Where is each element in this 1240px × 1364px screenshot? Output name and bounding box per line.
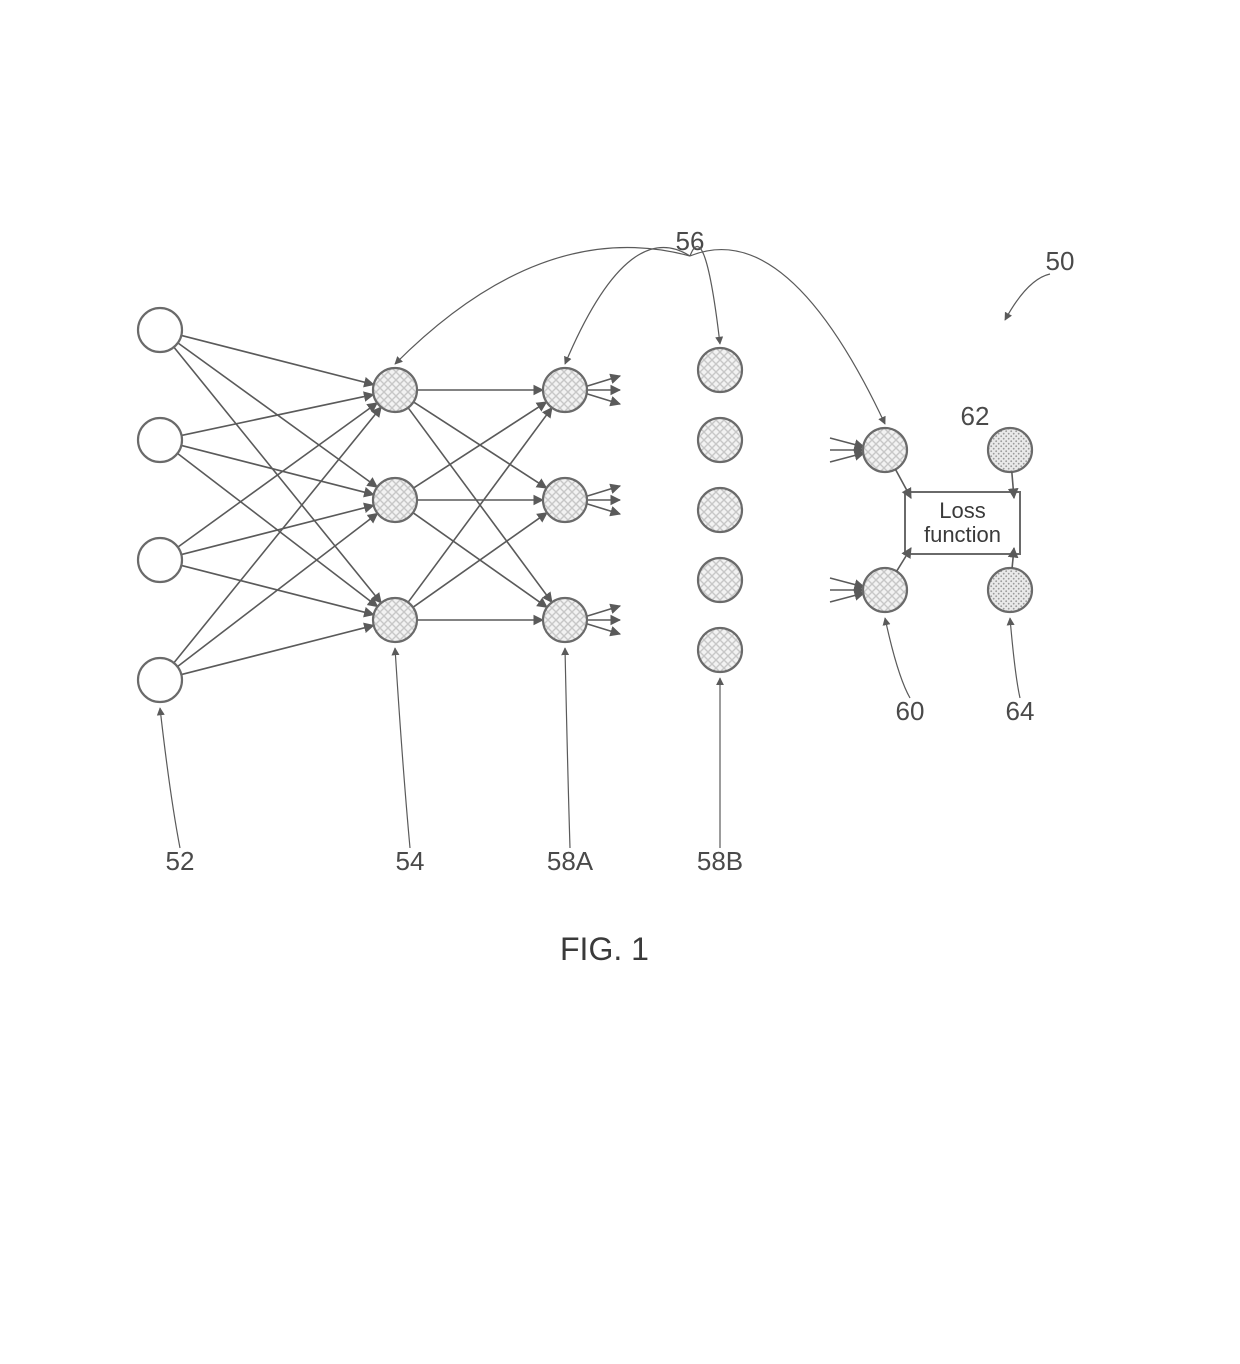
hidden3-node-2: [698, 488, 742, 532]
ref-label: 58B: [697, 846, 743, 876]
output-node-0: [863, 428, 907, 472]
input-node-2: [138, 538, 182, 582]
hidden1-node-2: [373, 598, 417, 642]
target-node-1: [988, 568, 1032, 612]
ref-label: 56: [676, 226, 705, 256]
ref-label: 52: [166, 846, 195, 876]
ref-label: 50: [1046, 246, 1075, 276]
ref-label: 58A: [547, 846, 594, 876]
output-node-1: [863, 568, 907, 612]
target-node-0: [988, 428, 1032, 472]
hidden3-node-0: [698, 348, 742, 392]
loss-function-label: Loss: [939, 498, 985, 523]
hidden3-node-3: [698, 558, 742, 602]
input-node-3: [138, 658, 182, 702]
hidden2-node-2: [543, 598, 587, 642]
input-node-1: [138, 418, 182, 462]
neural-network-diagram: Lossfunction 56 50 62 52 54 58A 58B 60 64 FIG. 1: [0, 0, 1240, 1364]
figure-caption: FIG. 1: [560, 931, 649, 967]
hidden1-node-1: [373, 478, 417, 522]
input-node-0: [138, 308, 182, 352]
ref-label: 54: [396, 846, 425, 876]
loss-function-label: function: [924, 522, 1001, 547]
hidden3-node-1: [698, 418, 742, 462]
ref-label: 64: [1006, 696, 1035, 726]
hidden1-node-0: [373, 368, 417, 412]
ref-label: 60: [896, 696, 925, 726]
hidden3-node-4: [698, 628, 742, 672]
hidden2-node-1: [543, 478, 587, 522]
hidden2-node-0: [543, 368, 587, 412]
ref-label: 62: [961, 401, 990, 431]
